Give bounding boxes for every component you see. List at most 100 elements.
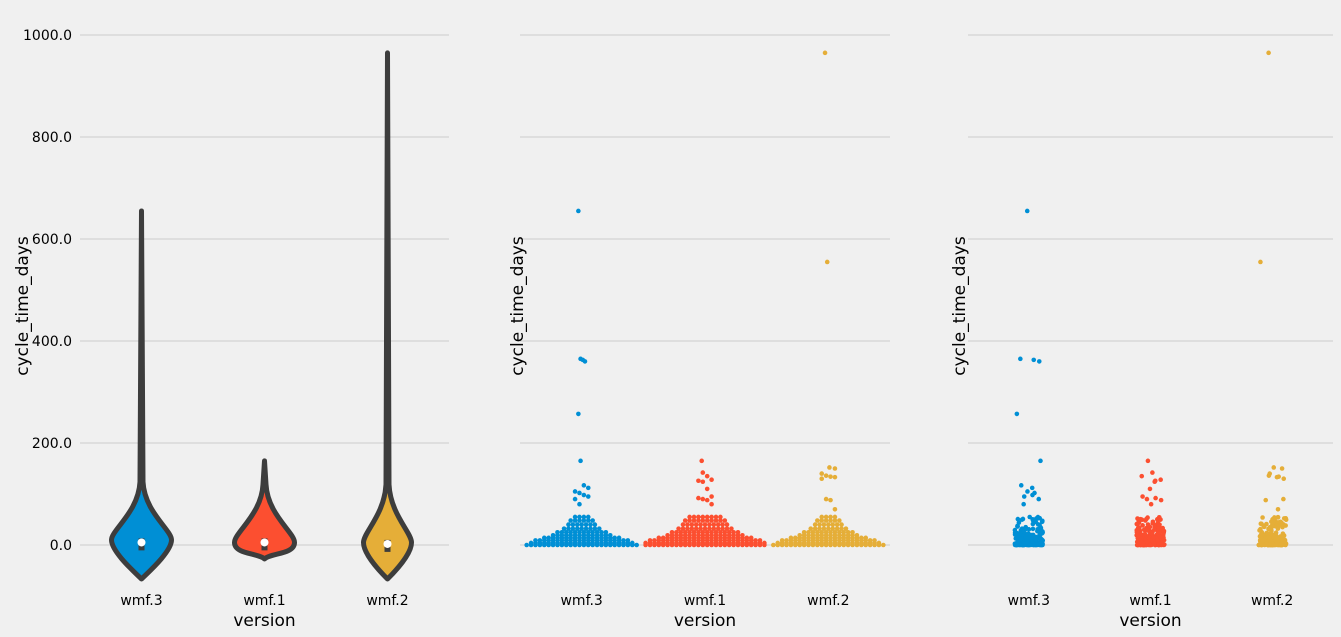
strip-point (1038, 458, 1043, 464)
swarm-point (711, 522, 717, 527)
violin-plot-panel: 0.0 200.0 400.0 600.0 800.0 1000.0 wmf.3 wmf.1 w… (13, 28, 449, 631)
swarm-point (665, 533, 670, 538)
violin-median (260, 538, 269, 547)
swarm-point (826, 526, 831, 531)
strip-point (1258, 535, 1264, 540)
swarm-point (687, 529, 692, 535)
x-axis-label: version (674, 611, 736, 631)
strip-point (1014, 411, 1020, 417)
swarm-point (581, 529, 587, 535)
strip-point (1264, 541, 1269, 546)
strip-point (1147, 486, 1153, 492)
swarm-point (837, 518, 842, 523)
swarm-point (693, 526, 699, 531)
swarm-point (724, 522, 730, 527)
swarm-point (699, 458, 704, 464)
swarm-point (788, 535, 794, 541)
strip-point (1158, 541, 1164, 547)
swarm-point (704, 486, 710, 492)
swarm-point (832, 507, 838, 512)
swarm-point (585, 518, 591, 523)
strip-point (1150, 470, 1155, 475)
strip-plot-panel: wmf.3 wmf.1 wmf.2 version cycle_time_days (950, 34, 1333, 631)
y-axis-label: cycle_time_days (950, 236, 970, 376)
swarm-point (643, 540, 648, 546)
strip-point (1283, 523, 1288, 528)
swarm-point (731, 529, 736, 535)
swarm-point (585, 514, 591, 520)
strip-point (1152, 479, 1157, 485)
strip-point (1134, 521, 1140, 527)
strip-point (1158, 497, 1164, 503)
y-tick-label: 400.0 (32, 334, 72, 350)
swarm-point (709, 477, 714, 483)
swarm-point (715, 526, 721, 531)
swarm-point (687, 518, 692, 523)
violin-wmf.2 (361, 50, 414, 582)
strip-point (1037, 541, 1043, 547)
strip-point (1152, 527, 1157, 532)
swarm-point (823, 518, 829, 523)
strip-point (1142, 531, 1148, 537)
swarm-point (652, 538, 657, 543)
swarm-point (696, 518, 701, 523)
swarm-point (709, 501, 714, 507)
strip-point (1018, 483, 1024, 488)
x-tick-label: wmf.3 (560, 593, 602, 609)
swarm-point (685, 526, 690, 531)
strip-point (1274, 535, 1279, 541)
strip-point (1036, 359, 1042, 364)
strip-point (1031, 357, 1037, 363)
swarm-point (720, 526, 725, 531)
swarm-point (722, 518, 728, 523)
strip-point (1269, 528, 1274, 534)
swarm-point (528, 540, 534, 546)
strip-point (1274, 474, 1280, 480)
violin-wmf.1 (232, 458, 297, 562)
swarm-point (839, 526, 844, 531)
swarm-point (817, 526, 822, 531)
swarm-point (698, 522, 703, 527)
swarm-point (762, 540, 767, 546)
swarm-point (537, 538, 543, 543)
strip-point (1140, 494, 1145, 499)
swarm-point (834, 522, 840, 527)
swarm-point (830, 526, 836, 531)
swarm-point (832, 529, 838, 535)
swarm-point (625, 538, 631, 543)
strip-point (1279, 466, 1285, 471)
swarm-point (823, 496, 829, 502)
strip-point (1160, 526, 1165, 531)
strip-point (1273, 542, 1278, 548)
swarm-point (582, 359, 588, 364)
strip-point (1021, 494, 1027, 499)
strip-point (1012, 532, 1018, 537)
swarm-point (576, 208, 581, 214)
swarm-point (718, 514, 723, 520)
strip-point (1025, 489, 1030, 494)
strip-point (1016, 520, 1022, 525)
strip-point (1145, 458, 1151, 464)
swarm-point (577, 514, 582, 520)
swarm-point (585, 485, 591, 491)
swarm-point (850, 529, 855, 535)
strip-point (1281, 534, 1286, 539)
swarm-point (585, 529, 591, 535)
swarm-point (566, 522, 571, 527)
swarm-point (709, 518, 714, 523)
strip-point (1158, 517, 1163, 522)
swarm-point (634, 542, 639, 548)
swarm-point (834, 526, 840, 531)
swarm-point (590, 518, 595, 523)
swarm-point (845, 529, 851, 535)
swarm-point (696, 478, 701, 484)
swarm-point (579, 522, 584, 527)
swarm-point (718, 518, 723, 523)
strip-point (1018, 536, 1024, 542)
strip-point (1140, 523, 1145, 528)
y-axis-label: cycle_time_days (13, 236, 33, 376)
swarm-point (735, 529, 741, 535)
strip-point (1139, 473, 1145, 479)
swarm-point (700, 514, 706, 520)
strip-point (1140, 541, 1146, 547)
